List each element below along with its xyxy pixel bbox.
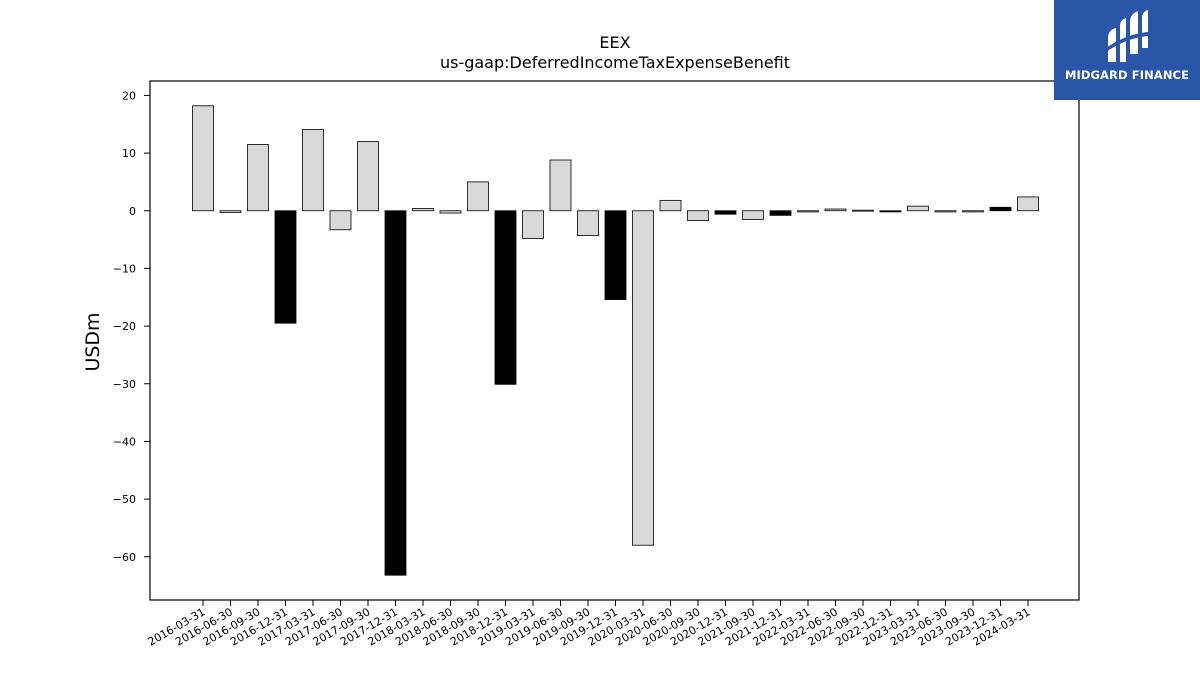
bar-2020-12-31 (714, 210, 737, 215)
chart-subtitle: us-gaap:DeferredIncomeTaxExpenseBenefit (440, 53, 790, 72)
bar-2022-03-31 (797, 210, 819, 213)
midgard-finance-logo: MIDGARD FINANCE (1054, 0, 1200, 100)
bar-2017-09-30 (357, 141, 379, 212)
bar-2018-06-30 (439, 210, 462, 214)
y-tick-label: −30 (113, 378, 136, 391)
bar-2017-06-30 (329, 210, 352, 231)
y-tick-label: 20 (122, 89, 136, 102)
bar-2023-09-30 (962, 210, 984, 213)
bar-2020-09-30 (687, 210, 709, 221)
bar-2022-06-30 (824, 208, 847, 212)
bar-2018-12-31 (494, 210, 517, 385)
bar-2018-09-30 (467, 181, 489, 212)
bar-2021-09-30 (742, 210, 764, 220)
bar-2019-03-31 (522, 210, 544, 239)
y-tick-label: −10 (113, 262, 136, 275)
bar-2023-06-30 (934, 210, 957, 213)
y-axis-label: USDm (82, 312, 104, 371)
bar-2016-09-30 (247, 144, 269, 212)
y-axis: 20 10 0 −10 −20 −30 −40 −50 −60 (113, 89, 150, 564)
plot-frame (149, 80, 1080, 601)
x-axis: 2016-03-312016-06-302016-09-302016-12-31… (146, 600, 1033, 649)
bar-2023-12-31 (989, 206, 1012, 212)
chart-title: EEX (599, 33, 630, 52)
y-tick-label: −40 (113, 435, 136, 448)
y-tick-label: 0 (129, 205, 136, 218)
bar-2023-03-31 (907, 205, 929, 212)
bar-2021-12-31 (769, 210, 792, 216)
y-tick-label: 10 (122, 147, 136, 160)
logo-text: MIDGARD FINANCE (1064, 68, 1190, 82)
bar-2019-06-30 (549, 159, 572, 212)
midgard-logo-icon (1106, 10, 1148, 62)
bar-2017-03-31 (302, 129, 324, 212)
y-tick-label: −60 (113, 551, 136, 564)
bar-2018-03-31 (412, 208, 434, 212)
bar-2019-12-31 (604, 210, 627, 300)
bar-2022-09-30 (852, 209, 874, 212)
y-tick-label: −20 (113, 320, 136, 333)
bar-2019-09-30 (577, 210, 599, 236)
bar-2016-12-31 (274, 210, 297, 324)
bar-2016-06-30 (219, 210, 242, 213)
bar-2020-06-30 (659, 199, 682, 212)
bar-2022-12-31 (879, 210, 902, 213)
y-tick-label: −50 (113, 493, 136, 506)
bar-2020-03-31 (632, 210, 654, 546)
bars-group (192, 105, 1039, 576)
bar-2017-12-31 (384, 210, 407, 576)
bar-2016-03-31 (192, 105, 214, 212)
bar-2024-03-31 (1017, 196, 1039, 212)
